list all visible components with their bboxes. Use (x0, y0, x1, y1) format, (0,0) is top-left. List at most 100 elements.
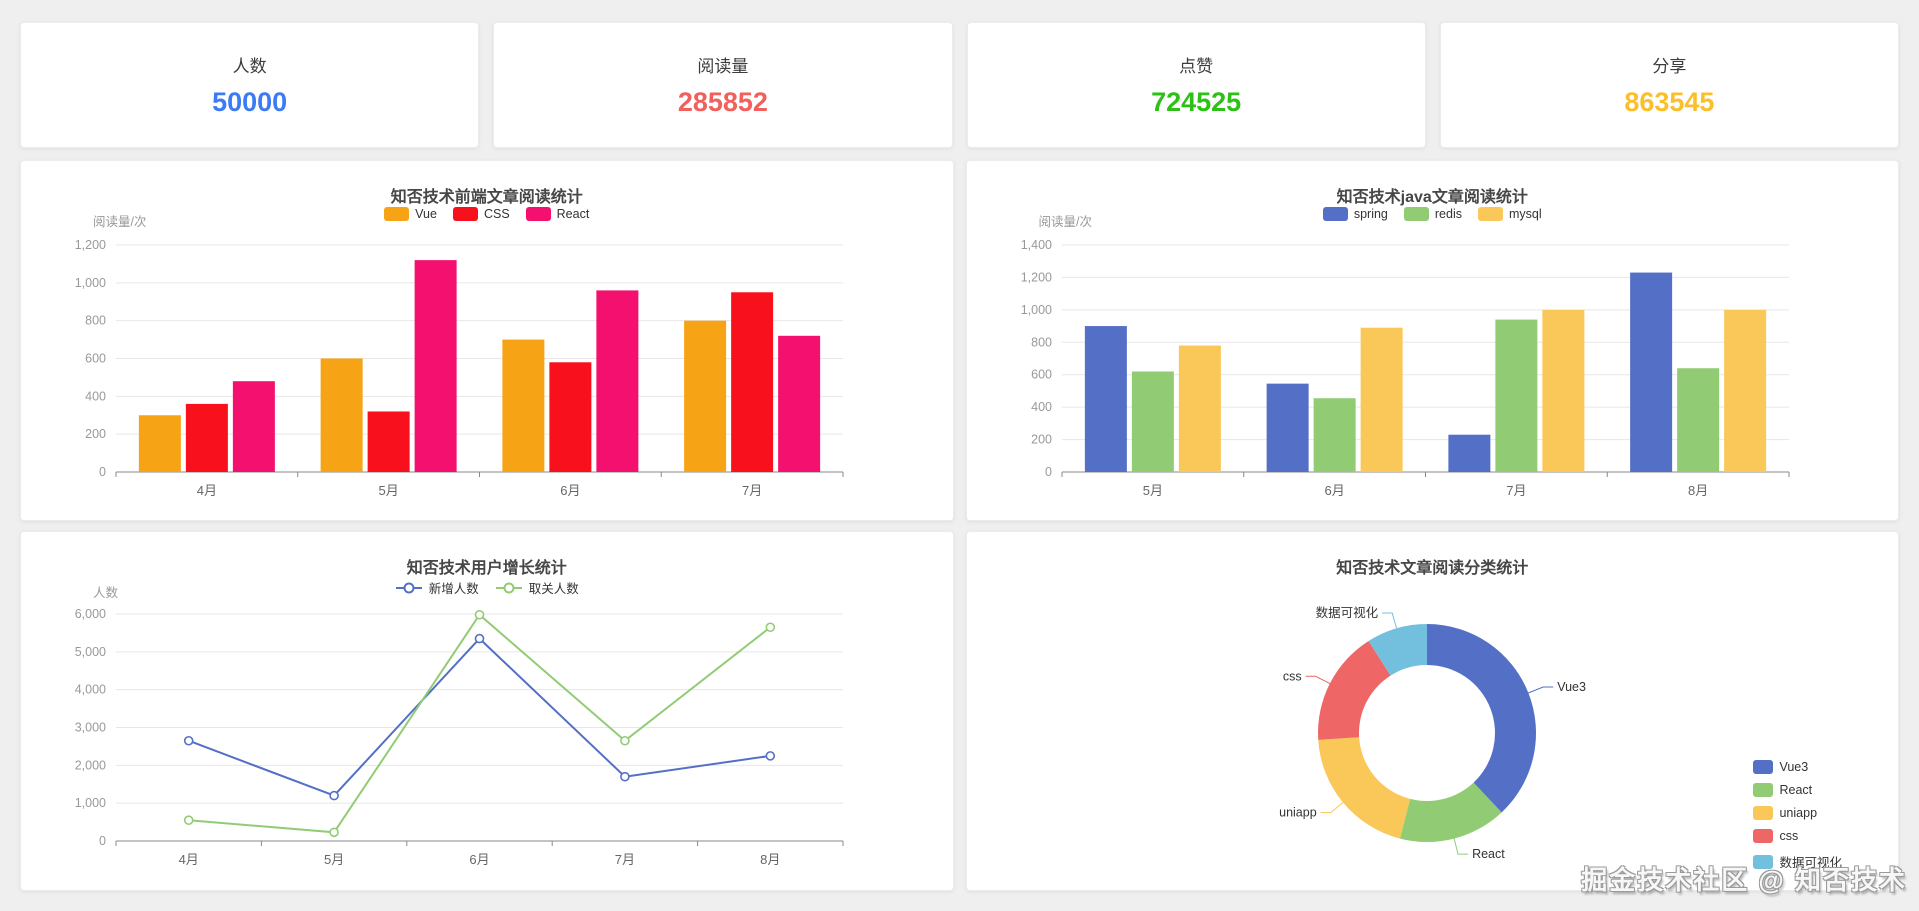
svg-text:8月: 8月 (760, 852, 780, 867)
stat-value: 724525 (1151, 87, 1242, 117)
bar-spring[interactable] (1266, 383, 1309, 472)
pie-label: css (1282, 669, 1301, 683)
bar-React[interactable] (414, 260, 457, 472)
pie-leader-line (1305, 675, 1332, 685)
stat-card-reads: 阅读量 285852 (493, 22, 953, 148)
watermark: 掘金技术社区 @ 知否技术 (1581, 865, 1907, 895)
chart-legend: 新增人数 取关人数 (21, 578, 953, 597)
legend-spring[interactable]: spring (1322, 207, 1388, 221)
bar-React[interactable] (596, 290, 639, 472)
stat-label: 分享 (1652, 57, 1687, 76)
bar-redis[interactable] (1676, 368, 1719, 472)
svg-text:8月: 8月 (1688, 483, 1708, 498)
bar-redis[interactable] (1494, 319, 1537, 472)
svg-text:4月: 4月 (179, 852, 199, 867)
bar-redis[interactable] (1131, 371, 1174, 472)
bar-Vue[interactable] (138, 415, 181, 472)
bar-Vue[interactable] (320, 358, 363, 473)
pie-legend-swatch-icon (1753, 806, 1774, 820)
legend-取关人数[interactable]: 取关人数 (495, 578, 579, 597)
svg-text:0: 0 (99, 465, 106, 479)
pie-slice-Vue3[interactable] (1426, 624, 1536, 813)
chart-legend: spring redis mysql (967, 207, 1899, 221)
frontend-reads-bar-chart-card: 知否技术前端文章阅读统计 阅读量/次 Vue CSS React 0 200 400 60… (20, 160, 954, 521)
bar-Vue[interactable] (684, 320, 727, 472)
bar-legend-swatch-icon (1403, 207, 1429, 221)
y-axis-name: 人数 (93, 586, 119, 600)
bar-spring[interactable] (1629, 272, 1672, 472)
chart-title: 知否技术java文章阅读统计 (1336, 189, 1528, 206)
svg-text:6月: 6月 (560, 483, 580, 498)
bar-legend-swatch-icon (1477, 207, 1503, 221)
point-取关人数[interactable] (474, 609, 485, 620)
bar-spring[interactable] (1084, 326, 1127, 472)
bar-CSS[interactable] (731, 292, 774, 472)
pie-slice-uniapp[interactable] (1317, 737, 1410, 839)
point-新增人数[interactable] (474, 633, 485, 644)
bar-spring[interactable] (1447, 434, 1490, 472)
svg-text:5,000: 5,000 (75, 645, 106, 659)
point-取关人数[interactable] (620, 735, 630, 746)
user-growth-line-plot[interactable]: 0 1,000 2,000 3,000 4,000 5,000 6,000 4月 5月 6月 7月 8… (21, 602, 953, 891)
bar-redis[interactable] (1313, 398, 1356, 472)
bar-CSS[interactable] (185, 403, 228, 472)
pie-legend-swatch-icon (1753, 829, 1774, 843)
user-growth-line-chart-card: 知否技术用户增长统计 人数 新增人数 取关人数 0 1,000 2,000 3,000 4… (20, 531, 954, 891)
svg-text:4,000: 4,000 (75, 683, 106, 697)
bar-Vue[interactable] (502, 339, 545, 472)
legend-css[interactable]: css (1753, 829, 1842, 843)
bar-React[interactable] (778, 335, 821, 472)
pie-slice-css[interactable] (1317, 640, 1391, 740)
bar-mysql[interactable] (1541, 309, 1584, 472)
java-reads-bar-chart-card: 知否技术java文章阅读统计 阅读量/次 spring redis mysql 0 2… (965, 160, 1899, 521)
y-axis-name: 阅读量/次 (93, 215, 147, 229)
legend-React[interactable]: React (525, 207, 589, 221)
frontend-reads-bar-plot[interactable]: 0 200 400 600 800 1,000 1,200 4月 5月 6月 7月 (21, 231, 953, 521)
bar-CSS[interactable] (367, 411, 410, 472)
legend-CSS[interactable]: CSS (452, 207, 510, 221)
pie-legend-swatch-icon (1753, 783, 1774, 797)
line-新增人数[interactable] (188, 637, 771, 797)
point-新增人数[interactable] (620, 771, 630, 782)
legend-mysql[interactable]: mysql (1477, 207, 1542, 221)
pie-slice-React[interactable] (1399, 782, 1502, 842)
stats-row: 人数 50000 阅读量 285852 点赞 724525 分享 863545 (20, 22, 1899, 148)
article-category-donut-plot[interactable]: Vue3 React uniapp css 数据可视化 (967, 532, 1899, 890)
legend-React[interactable]: React (1753, 783, 1842, 797)
point-取关人数[interactable] (329, 827, 339, 838)
line-取关人数[interactable] (188, 613, 771, 834)
bar-mysql[interactable] (1178, 345, 1221, 472)
legend-新增人数[interactable]: 新增人数 (395, 578, 479, 597)
bar-legend-swatch-icon (384, 207, 410, 221)
legend-uniapp[interactable]: uniapp (1753, 806, 1842, 820)
pie-leader-line (1320, 800, 1345, 814)
svg-text:6,000: 6,000 (75, 607, 106, 621)
point-新增人数[interactable] (765, 751, 776, 761)
stat-card-likes: 点赞 724525 (966, 22, 1426, 148)
svg-text:5月: 5月 (379, 483, 399, 498)
bar-CSS[interactable] (549, 362, 592, 472)
pie-slice-数据可视化[interactable] (1368, 624, 1427, 676)
pie-legend-swatch-icon (1753, 854, 1774, 869)
svg-text:7月: 7月 (742, 483, 762, 498)
stat-label: 点赞 (1179, 57, 1214, 76)
point-新增人数[interactable] (329, 790, 339, 801)
svg-text:800: 800 (1031, 335, 1052, 349)
point-新增人数[interactable] (183, 735, 194, 746)
bar-mysql[interactable] (1723, 309, 1766, 472)
line-legend-marker-icon (495, 582, 522, 593)
pie-leader-line (1452, 836, 1468, 855)
pie-legend-swatch-icon (1753, 760, 1774, 774)
legend-redis[interactable]: redis (1403, 207, 1462, 221)
bar-React[interactable] (232, 381, 275, 472)
bar-mysql[interactable] (1360, 327, 1403, 472)
point-取关人数[interactable] (765, 622, 776, 633)
legend-数据可视化[interactable]: 数据可视化 (1753, 852, 1842, 871)
legend-Vue3[interactable]: Vue3 (1753, 760, 1842, 774)
java-reads-bar-plot[interactable]: 0 200 400 600 800 1,000 1,200 1,400 5月 6月 7月 8月 (967, 231, 1899, 521)
legend-Vue[interactable]: Vue (384, 207, 437, 221)
bar-legend-swatch-icon (525, 207, 551, 221)
point-取关人数[interactable] (183, 815, 194, 825)
svg-text:1,400: 1,400 (1020, 238, 1051, 252)
svg-text:1,000: 1,000 (1020, 303, 1051, 317)
